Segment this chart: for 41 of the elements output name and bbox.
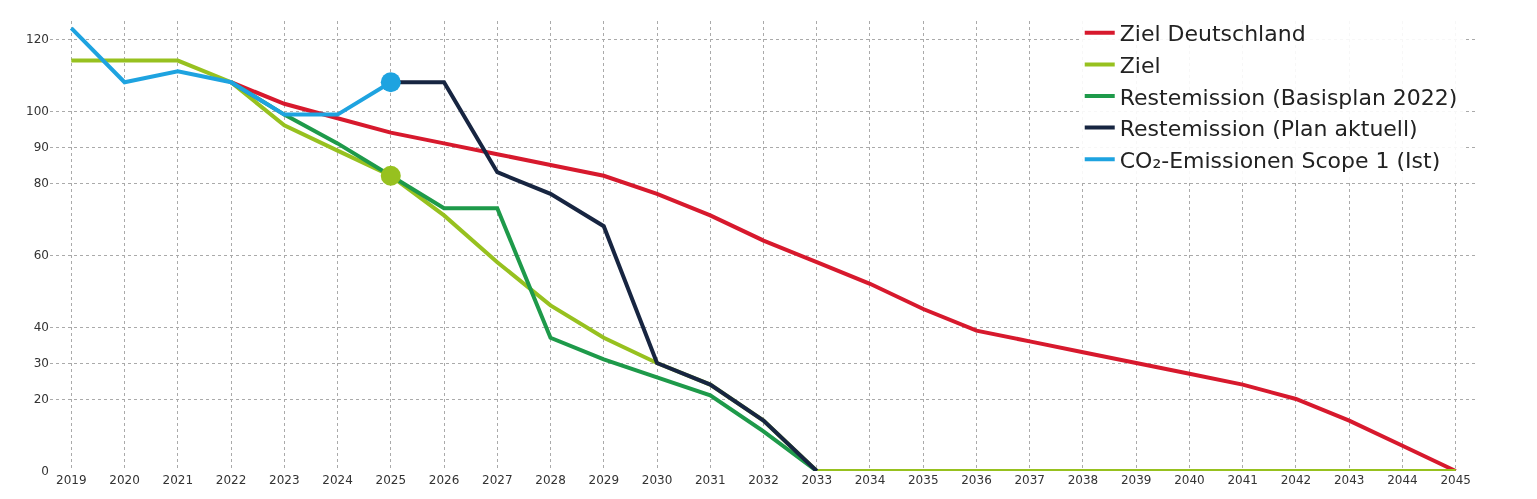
y-tick-label: 90 bbox=[33, 140, 49, 155]
x-tick-label: 2030 bbox=[641, 473, 673, 487]
x-tick-label: 2039 bbox=[1120, 473, 1152, 487]
legend-label: Restemission (Plan aktuell) bbox=[1119, 116, 1418, 142]
y-tick-label: 0 bbox=[41, 464, 49, 479]
x-tick-label: 2019 bbox=[56, 473, 87, 487]
x-tick-label: 2035 bbox=[907, 473, 939, 487]
y-tick-label: 60 bbox=[33, 248, 49, 263]
x-tick-label: 2022 bbox=[215, 473, 247, 487]
x-tick-label: 2025 bbox=[375, 473, 407, 487]
legend-label: Ziel Deutschland bbox=[1119, 21, 1306, 47]
x-tick-label: 2024 bbox=[322, 473, 353, 487]
x-tick-label: 2028 bbox=[535, 473, 566, 487]
legend-label: CO₂-Emissionen Scope 1 (Ist) bbox=[1119, 147, 1441, 173]
x-tick-label: 2020 bbox=[109, 473, 140, 487]
x-tick-label: 2031 bbox=[694, 473, 726, 487]
x-tick-label: 2026 bbox=[428, 473, 460, 487]
y-tick-label: 80 bbox=[33, 176, 49, 191]
x-tick-label: 2021 bbox=[162, 473, 194, 487]
x-tick-label: 2038 bbox=[1067, 473, 1099, 487]
x-tick-label: 2029 bbox=[588, 473, 620, 487]
x-tick-label: 2041 bbox=[1227, 473, 1258, 487]
legend-label: Restemission (Basisplan 2022) bbox=[1119, 84, 1458, 110]
legend-label: Ziel bbox=[1119, 52, 1161, 78]
y-tick-label: 30 bbox=[33, 356, 49, 371]
x-tick-label: 2042 bbox=[1280, 473, 1312, 487]
x-tick-label: 2040 bbox=[1174, 473, 1205, 487]
y-tick-label: 20 bbox=[33, 392, 49, 407]
x-tick-label: 2034 bbox=[854, 473, 886, 487]
x-tick-label: 2037 bbox=[1014, 473, 1045, 487]
x-tick-label: 2045 bbox=[1440, 473, 1471, 487]
x-tick-label: 2032 bbox=[748, 473, 779, 487]
y-tick-label: 120 bbox=[26, 32, 49, 47]
y-tick-label: 100 bbox=[26, 104, 49, 119]
y-tick-label: 40 bbox=[33, 320, 49, 335]
x-tick-label: 2027 bbox=[482, 473, 513, 487]
x-tick-label: 2023 bbox=[269, 473, 300, 487]
x-tick-label: 2043 bbox=[1333, 473, 1365, 487]
x-tick-label: 2033 bbox=[801, 473, 833, 487]
x-tick-label: 2044 bbox=[1387, 473, 1418, 487]
x-tick-label: 2036 bbox=[961, 473, 992, 487]
